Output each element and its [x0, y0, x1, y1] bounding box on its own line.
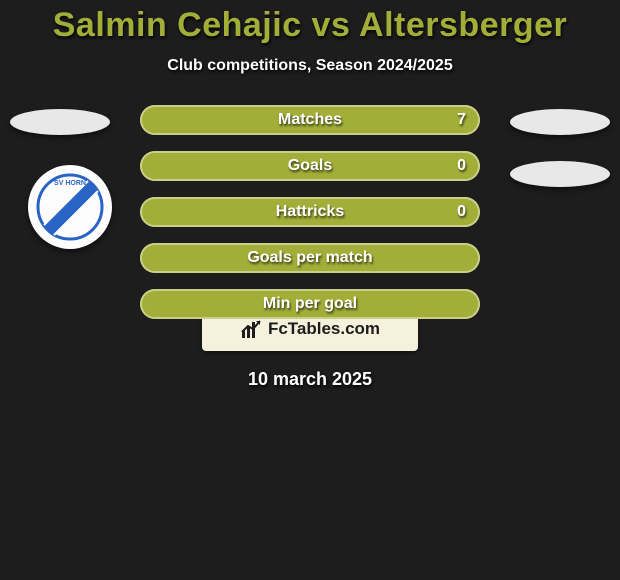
- stat-bar: Matches7: [140, 105, 480, 135]
- subtitle: Club competitions, Season 2024/2025: [0, 57, 620, 75]
- stat-bar: Goals0: [140, 151, 480, 181]
- stat-bar-fill: [140, 197, 480, 227]
- stat-bars: Matches7 Goals0 Hattricks0 Goals per match M…: [140, 105, 480, 335]
- stat-bar-fill: [140, 151, 480, 181]
- club-badge-text: SV HORN: [54, 180, 86, 187]
- club-badge-icon: SV HORN: [36, 173, 104, 241]
- stat-bar-fill: [140, 105, 480, 135]
- stat-bar: Min per goal: [140, 289, 480, 319]
- player-right-placeholder: [510, 109, 610, 135]
- stat-bar-fill: [140, 289, 480, 319]
- stat-bar: Goals per match: [140, 243, 480, 273]
- stat-bar-right-value: 0: [457, 197, 466, 227]
- player-right-placeholder-2: [510, 161, 610, 187]
- stat-bar-right-value: 7: [457, 105, 466, 135]
- club-badge: SV HORN: [28, 165, 112, 249]
- date: 10 march 2025: [0, 369, 620, 390]
- stat-bar-fill: [140, 243, 480, 273]
- stat-bar: Hattricks0: [140, 197, 480, 227]
- stat-bar-right-value: 0: [457, 151, 466, 181]
- page-title: Salmin Cehajic vs Altersberger: [0, 0, 620, 45]
- player-left-placeholder: [10, 109, 110, 135]
